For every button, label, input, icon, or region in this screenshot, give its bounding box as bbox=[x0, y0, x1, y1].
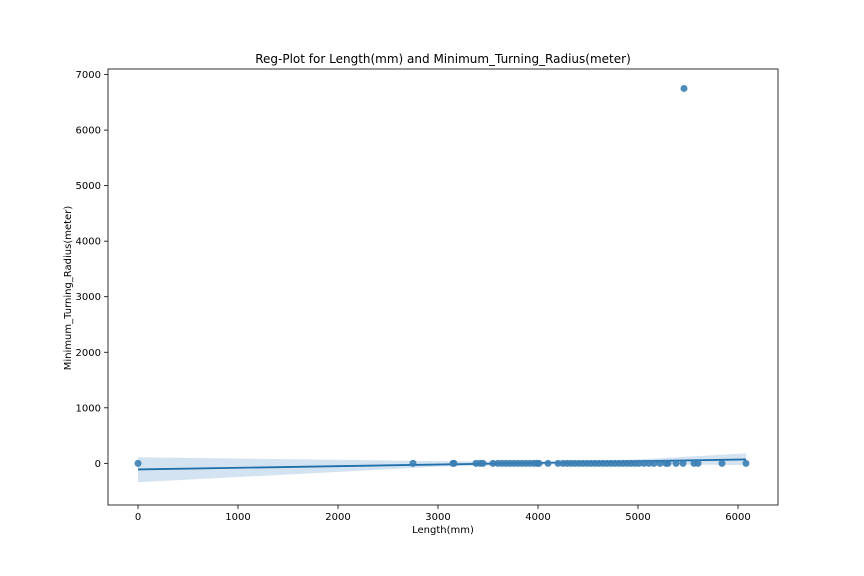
scatter-point-43 bbox=[645, 459, 653, 467]
scatter-point-52 bbox=[694, 459, 702, 467]
scatter-point-41 bbox=[635, 459, 643, 467]
scatter-point-47 bbox=[664, 459, 672, 467]
x-axis-ticks: 0 1000 2000 3000 4000 5000 6000 bbox=[135, 505, 751, 523]
scatter-point-1 bbox=[409, 459, 417, 467]
scatter-point-19 bbox=[535, 459, 543, 467]
y-axis-ticks: 0 1000 2000 3000 4000 5000 6000 7000 bbox=[76, 70, 108, 470]
scatter-point-44 bbox=[650, 459, 658, 467]
x-tick-label: 2000 bbox=[325, 512, 350, 523]
scatter-point-54 bbox=[742, 459, 750, 467]
scatter-point-6 bbox=[479, 459, 487, 467]
y-tick-label: 2000 bbox=[76, 348, 101, 359]
scatter-point-50 bbox=[680, 84, 688, 92]
plot-area-frame bbox=[107, 68, 779, 506]
y-axis-label: Minimum_Turning_Radius(meter) bbox=[63, 206, 74, 371]
confidence-band-layer bbox=[138, 453, 746, 483]
x-tick-label: 5000 bbox=[625, 512, 650, 523]
scatter-point-3 bbox=[450, 459, 458, 467]
x-tick-label: 0 bbox=[135, 512, 141, 523]
chart-title: Reg-Plot for Length(mm) and Minimum_Turn… bbox=[255, 52, 631, 66]
scatter-point-48 bbox=[672, 459, 680, 467]
y-tick-label: 3000 bbox=[76, 292, 101, 303]
scatter-point-49 bbox=[679, 459, 687, 467]
y-tick-label: 0 bbox=[95, 459, 101, 470]
scatter-point-0 bbox=[134, 459, 142, 467]
x-tick-label: 1000 bbox=[225, 512, 250, 523]
y-tick-label: 6000 bbox=[76, 126, 101, 137]
scatter-point-20 bbox=[544, 459, 552, 467]
confidence-band bbox=[138, 453, 746, 483]
scatter-point-45 bbox=[656, 459, 664, 467]
x-tick-label: 6000 bbox=[725, 512, 750, 523]
y-tick-label: 5000 bbox=[76, 181, 101, 192]
x-axis-label: Length(mm) bbox=[412, 525, 474, 536]
y-tick-label: 7000 bbox=[76, 70, 101, 81]
scatter-point-42 bbox=[640, 459, 648, 467]
x-tick-label: 4000 bbox=[525, 512, 550, 523]
y-tick-label: 4000 bbox=[76, 237, 101, 248]
scatter-point-53 bbox=[718, 459, 726, 467]
y-tick-label: 1000 bbox=[76, 403, 101, 414]
x-tick-label: 3000 bbox=[425, 512, 450, 523]
scatter-points-layer bbox=[134, 84, 750, 467]
scatter-point-21 bbox=[554, 459, 562, 467]
scatter-point-7 bbox=[489, 459, 497, 467]
